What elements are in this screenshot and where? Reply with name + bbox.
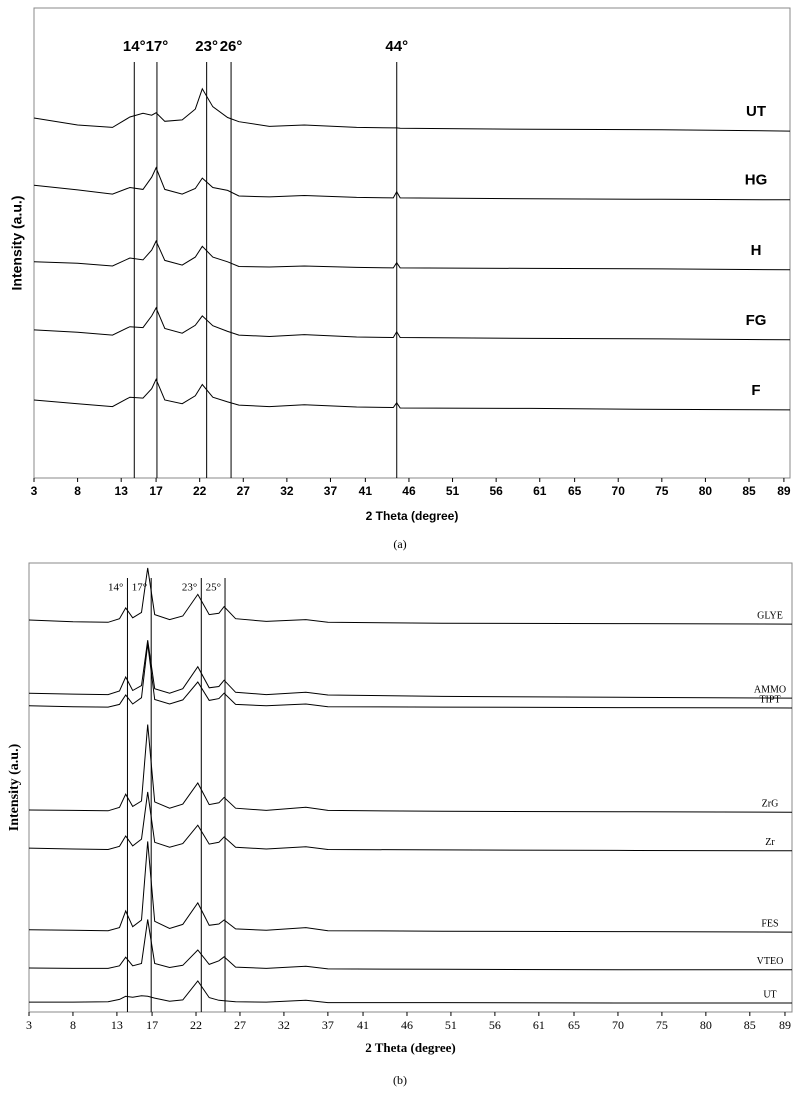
series-line	[28, 919, 792, 971]
series-label: ZrG	[762, 798, 779, 809]
series-line	[33, 306, 791, 341]
panel-b: 3 8 13 17 22 27 32 37 41 46 51 56 61 65 70 75 80 85 89 14° 1…	[7, 562, 793, 1087]
series-line	[29, 980, 792, 1004]
x-tick-label: 80	[699, 484, 713, 498]
x-tick-label: 3	[26, 1018, 32, 1032]
series-label: VTEO	[757, 956, 784, 967]
x-tick-label: 41	[357, 1018, 369, 1032]
series-label: HG	[745, 172, 768, 189]
series-line	[33, 87, 791, 132]
x-tick-label: 27	[234, 1018, 246, 1032]
x-tick-label: 65	[568, 1018, 580, 1032]
x-tick-label: 37	[324, 484, 338, 498]
x-tick-label: 3	[31, 484, 38, 498]
x-tick-label: 56	[489, 484, 503, 498]
reference-label: 17°	[146, 38, 169, 55]
reference-label: 14°	[108, 582, 123, 594]
x-tick-label: 17	[146, 1018, 158, 1032]
series-label: AMMO	[754, 684, 786, 695]
series-label: UT	[763, 989, 776, 1000]
x-tick-label: 8	[70, 1018, 76, 1032]
x-tick-label: 13	[111, 1018, 123, 1032]
x-axis-label: 2 Theta (degree)	[366, 509, 459, 523]
x-axis-label: 2 Theta (degree)	[365, 1040, 456, 1055]
x-tick-label: 32	[278, 1018, 290, 1032]
x-tick-label: 89	[779, 1018, 791, 1032]
x-tick-label: 46	[401, 1018, 413, 1032]
reference-label: 17°	[132, 582, 147, 594]
series-line	[33, 378, 791, 411]
y-axis-label: Intensity (a.u.)	[7, 743, 22, 831]
x-tick-label: 17	[149, 484, 163, 498]
series-line	[28, 640, 793, 699]
series-line	[28, 841, 793, 933]
x-tick-label: 22	[193, 484, 207, 498]
reference-label: 14°	[123, 38, 146, 55]
series-line	[28, 724, 793, 813]
series-line	[28, 791, 793, 852]
x-tick-label: 32	[280, 484, 294, 498]
x-tick-label: 85	[744, 1018, 756, 1032]
x-tick-label: 51	[445, 1018, 457, 1032]
caption: (b)	[393, 1073, 407, 1087]
series-label: Zr	[765, 837, 775, 848]
x-tick-label: 75	[656, 1018, 668, 1032]
series-line	[28, 567, 793, 625]
series-line	[33, 239, 791, 271]
series-label: TIPT	[759, 694, 780, 705]
x-tick-label: 80	[700, 1018, 712, 1032]
x-tick-label: 70	[612, 1018, 624, 1032]
series-line	[28, 643, 793, 709]
series-label: F	[751, 382, 760, 399]
x-tick-label: 61	[533, 484, 547, 498]
plot-frame	[33, 7, 791, 479]
x-tick-label: 85	[742, 484, 756, 498]
reference-label: 44°	[385, 38, 408, 55]
x-tick-label: 41	[359, 484, 373, 498]
x-tick-label: 70	[612, 484, 626, 498]
x-tick-label: 13	[115, 484, 129, 498]
x-tick-label: 56	[489, 1018, 501, 1032]
reference-label: 23°	[195, 38, 218, 55]
x-tick-label: 22	[190, 1018, 202, 1032]
series-label: UT	[746, 103, 766, 120]
y-axis-label: Intensity (a.u.)	[9, 196, 25, 291]
x-tick-label: 8	[74, 484, 81, 498]
x-tick-label: 61	[533, 1018, 545, 1032]
x-tick-label: 37	[322, 1018, 334, 1032]
panel-a: 3 8 13 17 22 27 32 37 41 46 51 56 61 65 70 75 80 85 89 14° 1…	[9, 7, 791, 551]
reference-label: 26°	[220, 38, 243, 55]
x-tick-label: 46	[402, 484, 416, 498]
series-line	[33, 166, 791, 201]
x-tick-label: 65	[568, 484, 582, 498]
x-tick-label: 51	[446, 484, 460, 498]
plot-frame	[28, 562, 793, 1013]
caption: (a)	[393, 537, 406, 551]
series-label: FES	[761, 918, 778, 929]
x-tick-label: 27	[237, 484, 251, 498]
series-label: GLYE	[757, 610, 783, 621]
x-tick-label: 89	[777, 484, 791, 498]
reference-label: 25°	[206, 582, 221, 594]
series-label: FG	[746, 312, 767, 329]
series-label: H	[751, 242, 762, 259]
reference-label: 23°	[182, 582, 197, 594]
x-tick-label: 75	[655, 484, 669, 498]
